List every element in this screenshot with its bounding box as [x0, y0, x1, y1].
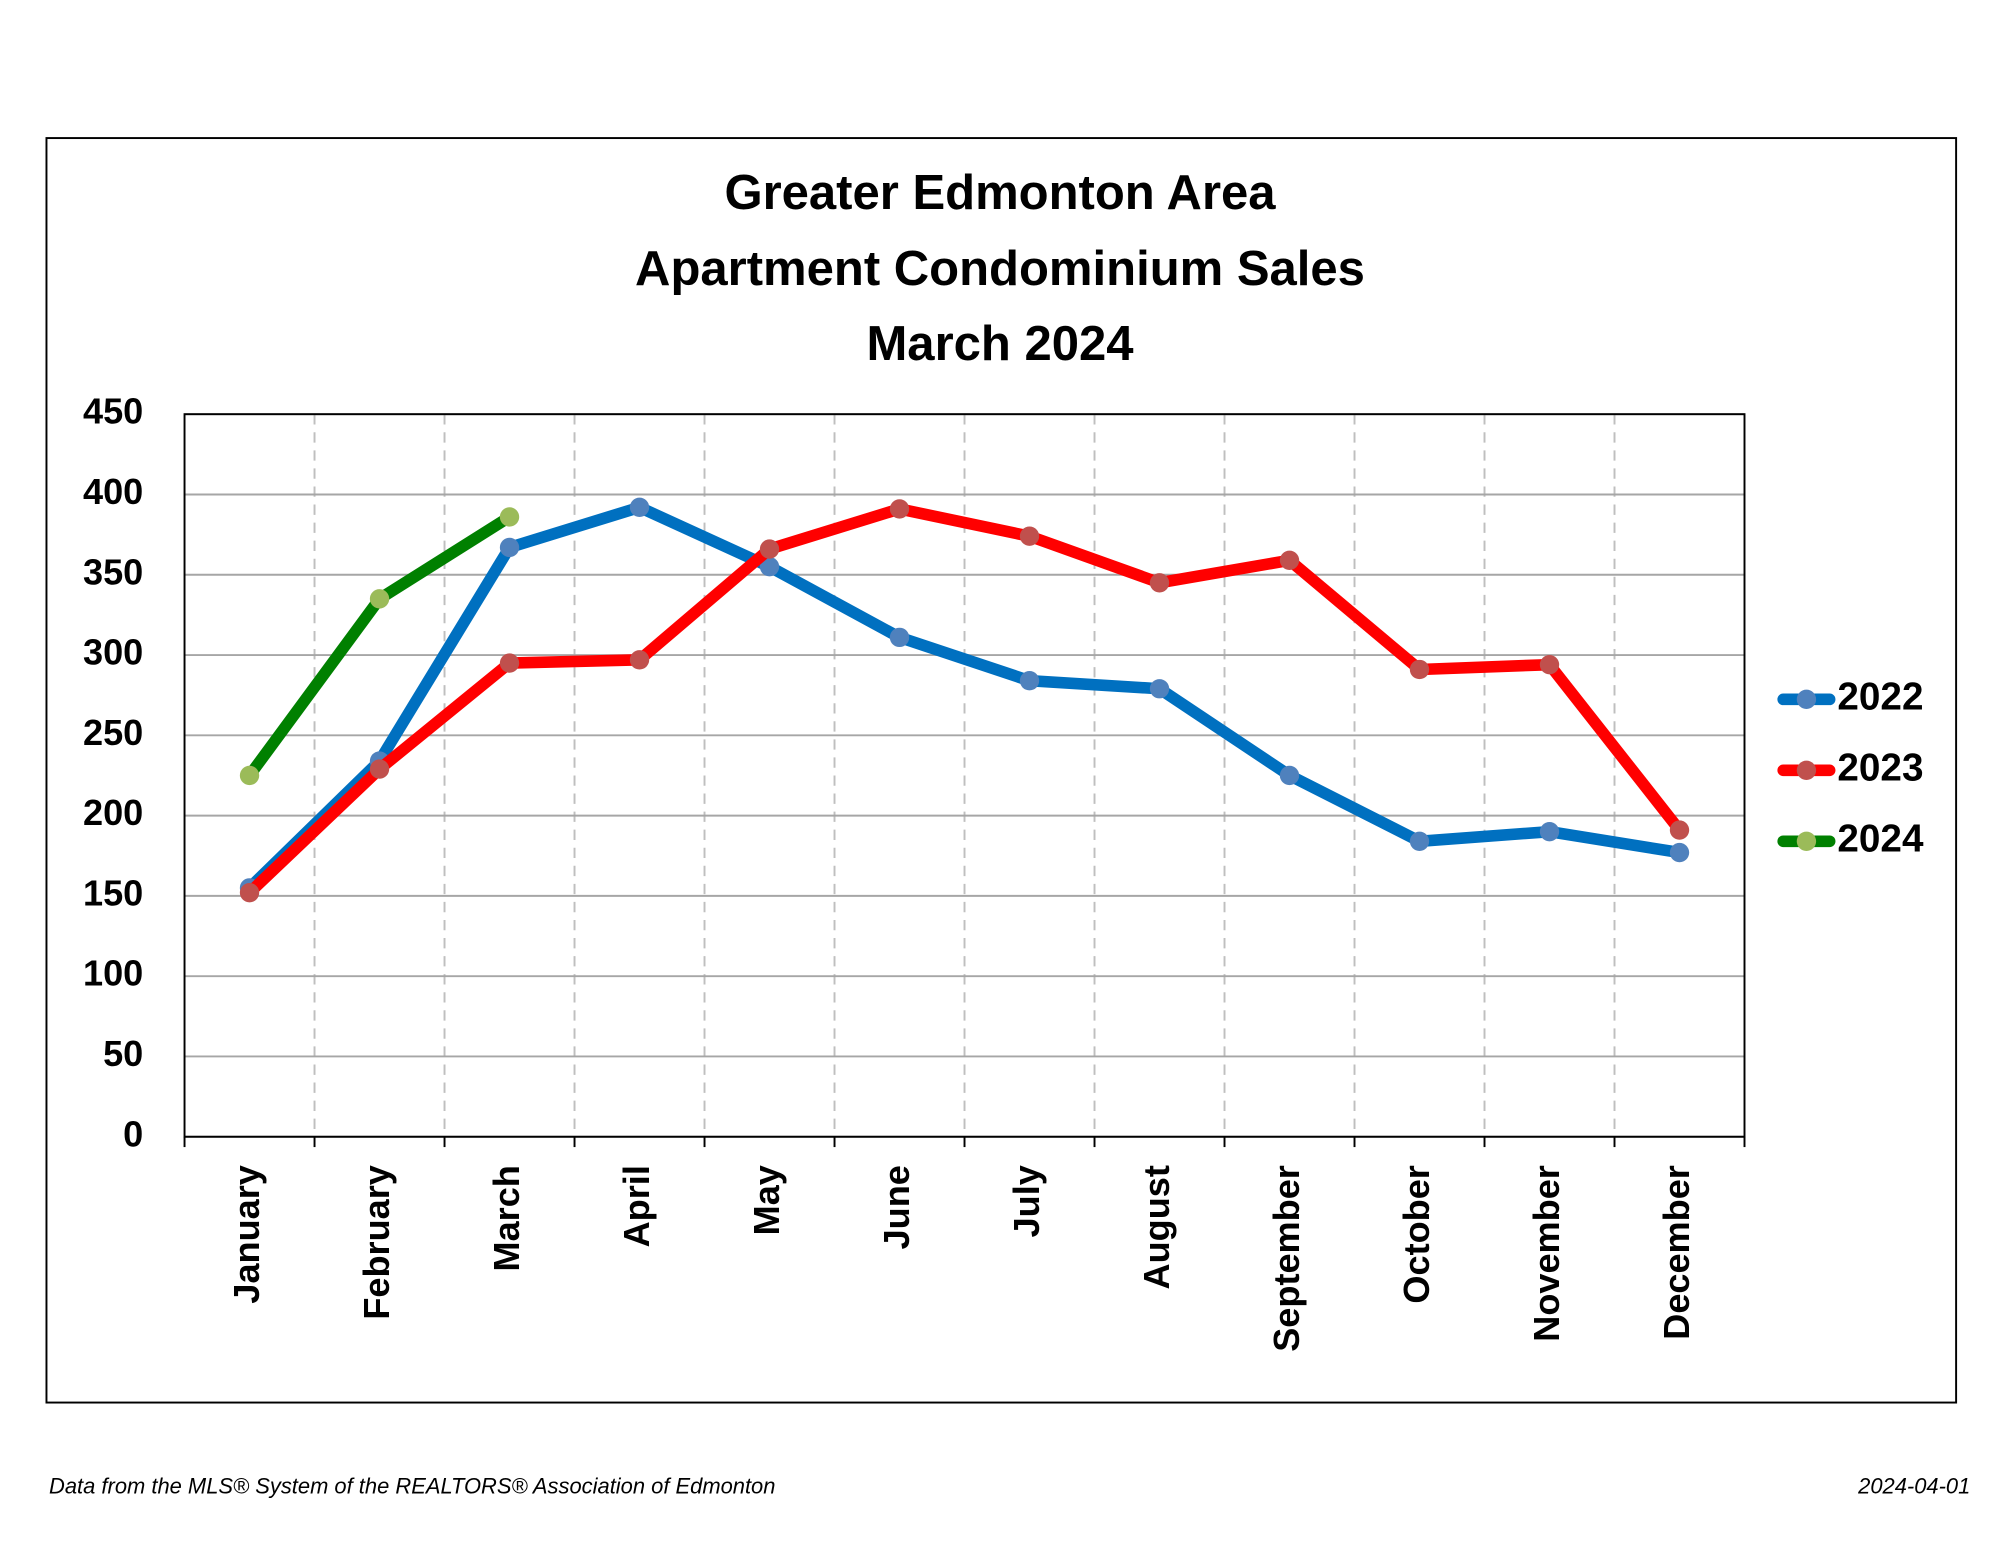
chart-title: Greater Edmonton Area [724, 166, 1276, 220]
series-marker [239, 765, 260, 786]
y-tick-label: 350 [83, 551, 143, 592]
series-marker [1149, 573, 1170, 593]
legend-label: 2023 [1837, 747, 1923, 790]
series-marker [1669, 842, 1690, 863]
series-marker [499, 653, 520, 673]
x-tick-label: March [486, 1165, 527, 1271]
series-marker [1279, 765, 1300, 786]
y-tick-label: 50 [103, 1033, 143, 1074]
x-tick-label: July [1006, 1165, 1047, 1237]
x-tick-label: October [1396, 1165, 1437, 1303]
x-tick-label: January [226, 1165, 267, 1304]
series-marker [629, 497, 650, 517]
series-marker [499, 537, 520, 558]
y-tick-label: 250 [83, 712, 143, 753]
series-marker [1409, 659, 1430, 680]
series-line [243, 501, 1686, 894]
y-tick-label: 150 [83, 872, 143, 913]
series-marker [629, 650, 650, 670]
y-tick-label: 300 [83, 632, 143, 673]
series-marker [369, 759, 390, 779]
legend-marker [1796, 760, 1817, 780]
series-marker [1539, 654, 1560, 675]
series-marker [239, 883, 260, 903]
series-marker [889, 499, 910, 519]
series-marker [1279, 550, 1300, 570]
series-marker [759, 539, 780, 559]
y-tick-label: 100 [83, 953, 143, 994]
x-tick-label: February [356, 1165, 397, 1320]
legend-marker [1796, 831, 1817, 851]
series-marker [759, 557, 780, 577]
x-tick-label: September [1266, 1165, 1307, 1352]
series-marker [1019, 526, 1040, 546]
chart-title: March 2024 [866, 317, 1133, 371]
y-tick-label: 0 [123, 1113, 143, 1154]
series-marker [1539, 821, 1560, 842]
series-marker [1019, 671, 1040, 691]
legend-marker [1796, 689, 1817, 710]
x-tick-label: April [616, 1165, 657, 1247]
series-marker [369, 589, 390, 609]
y-tick-label: 400 [83, 471, 143, 512]
legend-label: 2022 [1837, 676, 1923, 719]
chart-title: Apartment Condominium Sales [635, 242, 1365, 296]
x-tick-label: June [876, 1165, 917, 1249]
series-marker [499, 507, 520, 527]
y-tick-label: 200 [83, 792, 143, 833]
footer-date: 2024-04-01 [1857, 1474, 1970, 1499]
y-tick-label: 450 [83, 391, 143, 432]
x-tick-label: August [1136, 1165, 1177, 1289]
series-marker [1409, 831, 1430, 851]
series-marker [889, 627, 910, 648]
series-marker [1669, 820, 1690, 840]
x-tick-label: May [746, 1165, 787, 1235]
x-tick-label: December [1656, 1165, 1697, 1340]
x-tick-label: November [1526, 1165, 1567, 1342]
legend-label: 2024 [1837, 817, 1924, 860]
footer-source: Data from the MLS® System of the REALTOR… [49, 1474, 775, 1499]
series-line [243, 503, 1686, 899]
series-marker [1149, 679, 1170, 699]
